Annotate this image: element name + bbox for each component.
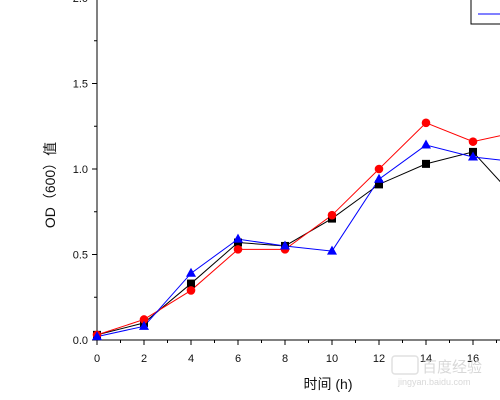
data-point-triangle [92, 331, 102, 341]
series-layer [92, 118, 500, 341]
data-point-circle [374, 164, 384, 174]
x-tick-label: 10 [326, 353, 338, 365]
watermark-logo-text: 百度经验 [422, 359, 482, 376]
axes [96, 0, 500, 341]
data-point-circle [139, 315, 149, 324]
series-line-triangle [96, 144, 500, 338]
data-point-square [187, 279, 195, 288]
data-point-circle [468, 137, 478, 146]
data-point-circle [186, 286, 196, 295]
data-point-square [375, 180, 383, 189]
y-tick-label: 1.0 [73, 164, 88, 176]
y-axis-title: OD（600）值 [42, 142, 58, 228]
x-tick-label: 14 [420, 353, 432, 365]
data-point-triangle [280, 240, 290, 250]
y-tick-label: 1.5 [73, 79, 88, 91]
series-line-square [96, 151, 500, 336]
watermark: 百度经验 jingyan.baidu.com [391, 355, 482, 387]
x-tick-label: 8 [282, 353, 288, 365]
data-point-square [422, 159, 430, 168]
watermark-url: jingyan.baidu.com [397, 377, 471, 387]
x-tick-label: 4 [188, 353, 194, 365]
y-axis-ticks: 0.0 0.5 1.0 1.5 2.0 [73, 0, 97, 347]
data-point-triangle [327, 245, 337, 255]
data-point-triangle [468, 151, 478, 161]
y-tick-label: 0.5 [73, 250, 88, 262]
x-tick-label: 6 [235, 353, 241, 365]
watermark-logo-mark [391, 355, 419, 375]
data-point-circle [327, 210, 337, 220]
legend-box [470, 0, 500, 25]
data-point-circle [233, 245, 243, 254]
data-point-circle [421, 118, 431, 128]
data-point-triangle [233, 233, 243, 243]
x-tick-label: 16 [467, 353, 479, 365]
data-point-triangle [139, 320, 149, 330]
y-tick-label: 0.0 [73, 335, 88, 347]
x-tick-label: 0 [94, 353, 100, 365]
data-point-triangle [374, 173, 384, 183]
y-tick-label: 2.0 [73, 0, 88, 5]
x-axis-ticks: 024681012141618 [94, 340, 497, 365]
legend [470, 0, 500, 25]
x-axis-title: 时间 (h) [304, 376, 353, 392]
data-point-triangle [421, 139, 431, 149]
series-line-circle [96, 122, 500, 336]
x-tick-label: 2 [141, 353, 147, 365]
x-tick-label: 12 [373, 353, 385, 365]
data-point-triangle [186, 267, 196, 277]
